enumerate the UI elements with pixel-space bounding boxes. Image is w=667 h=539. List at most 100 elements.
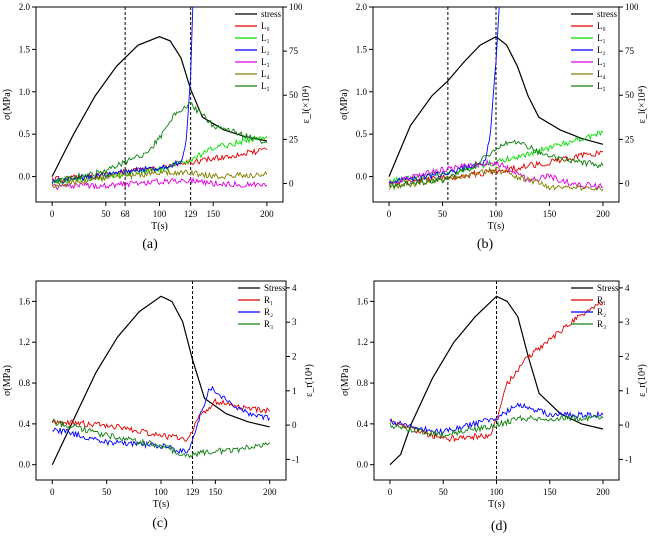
x-axis-label: T(s) bbox=[488, 499, 505, 510]
series-line bbox=[51, 36, 268, 177]
x-tick-label: 129 bbox=[184, 209, 198, 219]
y2-tick-label: 0 bbox=[292, 420, 297, 430]
y-tick-label: 0.0 bbox=[19, 460, 31, 470]
series-line bbox=[388, 139, 604, 189]
y2-axis-label: ε_r(10⁴) bbox=[637, 364, 648, 397]
x-tick-label: 0 bbox=[387, 209, 392, 219]
x-tick-label: 100 bbox=[154, 487, 168, 497]
y2-tick-label: 1 bbox=[292, 386, 297, 396]
y-tick-label: 1.0 bbox=[19, 87, 31, 97]
series-line bbox=[51, 7, 194, 185]
y2-axis-label: ε_r(10⁴) bbox=[304, 364, 315, 397]
y2-tick-label: 100 bbox=[289, 2, 303, 12]
legend-label: L₂ bbox=[261, 45, 270, 55]
y-tick-label: 1.0 bbox=[356, 87, 368, 97]
y-tick-label: 1.6 bbox=[357, 296, 369, 306]
y2-tick-label: 25 bbox=[625, 134, 635, 144]
y2-tick-label: 2 bbox=[292, 351, 297, 361]
x-tick-label: 50 bbox=[101, 209, 111, 219]
x-tick-label: 0 bbox=[50, 487, 55, 497]
legend-label: L₀ bbox=[261, 21, 270, 31]
y-tick-label: 2.0 bbox=[356, 2, 368, 12]
legend-label: R₁ bbox=[264, 295, 273, 305]
y2-tick-label: 75 bbox=[289, 46, 299, 56]
x-tick-label: 150 bbox=[206, 209, 220, 219]
y2-axis-label: ε_l(×10⁴) bbox=[301, 86, 312, 124]
y2-tick-label: 75 bbox=[625, 46, 635, 56]
y-tick-label: 0.0 bbox=[356, 172, 368, 182]
y-tick-label: 0.5 bbox=[356, 129, 368, 139]
series-line bbox=[52, 385, 271, 454]
legend-label: L₀ bbox=[597, 21, 606, 31]
legend-label: L₃ bbox=[597, 57, 606, 67]
plot-frame bbox=[373, 280, 620, 481]
series-line bbox=[389, 414, 604, 440]
series-line bbox=[51, 295, 270, 465]
legend-label: L₁ bbox=[261, 33, 270, 43]
x-tick-label: 129 bbox=[186, 487, 200, 497]
y-axis-label: σ(MPa) bbox=[2, 89, 13, 120]
y2-tick-label: -1 bbox=[292, 454, 300, 464]
series-line bbox=[51, 398, 271, 443]
plot-frame bbox=[35, 280, 287, 481]
x-tick-label: 50 bbox=[102, 487, 112, 497]
y2-tick-label: 0 bbox=[625, 178, 630, 188]
x-tick-label: 100 bbox=[489, 209, 503, 219]
series-line bbox=[389, 402, 604, 436]
chart-panel-2: 0 50 100 150 200 0.0 0.5 1.0 1.5 2.0 0 25 50 75 100 T(s… bbox=[339, 2, 648, 252]
x-axis-label: T(s) bbox=[153, 499, 170, 510]
legend-label: L₃ bbox=[261, 57, 270, 67]
series-line bbox=[51, 168, 268, 189]
y-tick-label: 1.2 bbox=[19, 337, 30, 347]
y-axis-label: σ(MPa) bbox=[340, 365, 351, 396]
y2-tick-label: -1 bbox=[625, 454, 633, 464]
legend-label: R₃ bbox=[597, 319, 606, 329]
y2-tick-label: 1 bbox=[625, 386, 630, 396]
legend-label: L₂ bbox=[597, 45, 606, 55]
x-tick-label: 68 bbox=[121, 209, 131, 219]
chart-panel-3: 0 50 100 129 150 200 0.0 0.4 0.8 1.2 1.6 -1 0 1 2 3 4 T(s… bbox=[2, 280, 315, 531]
x-tick-label: 200 bbox=[596, 487, 610, 497]
y-tick-label: 0.0 bbox=[19, 172, 31, 182]
series-line bbox=[388, 158, 604, 191]
y-tick-label: 2.0 bbox=[19, 2, 31, 12]
y2-tick-label: 2 bbox=[625, 351, 630, 361]
x-tick-label: 0 bbox=[388, 487, 393, 497]
legend-label: R₂ bbox=[264, 307, 273, 317]
y-tick-label: 1.2 bbox=[357, 337, 368, 347]
x-tick-label: 150 bbox=[543, 487, 557, 497]
x-tick-label: 100 bbox=[490, 487, 504, 497]
legend-label: L₄ bbox=[597, 69, 606, 79]
y2-tick-label: 3 bbox=[625, 317, 630, 327]
y-tick-label: 1.5 bbox=[356, 44, 368, 54]
legend-label: L₄ bbox=[261, 69, 270, 79]
series-line bbox=[388, 166, 604, 192]
y2-tick-label: 25 bbox=[289, 134, 299, 144]
y-tick-label: 0.0 bbox=[357, 460, 369, 470]
series-line bbox=[51, 135, 268, 185]
x-tick-label: 100 bbox=[153, 209, 167, 219]
y2-tick-label: 4 bbox=[625, 283, 630, 293]
legend-label: R₃ bbox=[264, 319, 273, 329]
series-line bbox=[389, 295, 604, 466]
y-tick-label: 0.4 bbox=[19, 419, 31, 429]
x-tick-label: 50 bbox=[439, 487, 449, 497]
x-tick-label: 150 bbox=[543, 209, 557, 219]
series-line bbox=[51, 101, 268, 185]
x-tick-label: 200 bbox=[260, 209, 274, 219]
x-tick-label: 150 bbox=[209, 487, 223, 497]
y2-tick-label: 50 bbox=[625, 90, 635, 100]
y-tick-label: 1.5 bbox=[19, 44, 31, 54]
legend-label: Stress bbox=[264, 283, 286, 293]
y-tick-label: 0.8 bbox=[19, 378, 31, 388]
panel-label: (d) bbox=[491, 519, 508, 534]
panel-label: (b) bbox=[477, 237, 494, 252]
x-tick-label: 0 bbox=[50, 209, 55, 219]
legend-label: stress bbox=[261, 9, 281, 19]
legend-label: Stress bbox=[597, 283, 619, 293]
y-tick-label: 0.5 bbox=[19, 129, 31, 139]
x-tick-label: 200 bbox=[263, 487, 277, 497]
y2-tick-label: 0 bbox=[625, 420, 630, 430]
chart-panel-4: 0 50 100 150 200 0.0 0.4 0.8 1.2 1.6 -1 0 1 2 3 4 T(s) σ(… bbox=[340, 280, 648, 534]
y2-tick-label: 100 bbox=[625, 2, 639, 12]
